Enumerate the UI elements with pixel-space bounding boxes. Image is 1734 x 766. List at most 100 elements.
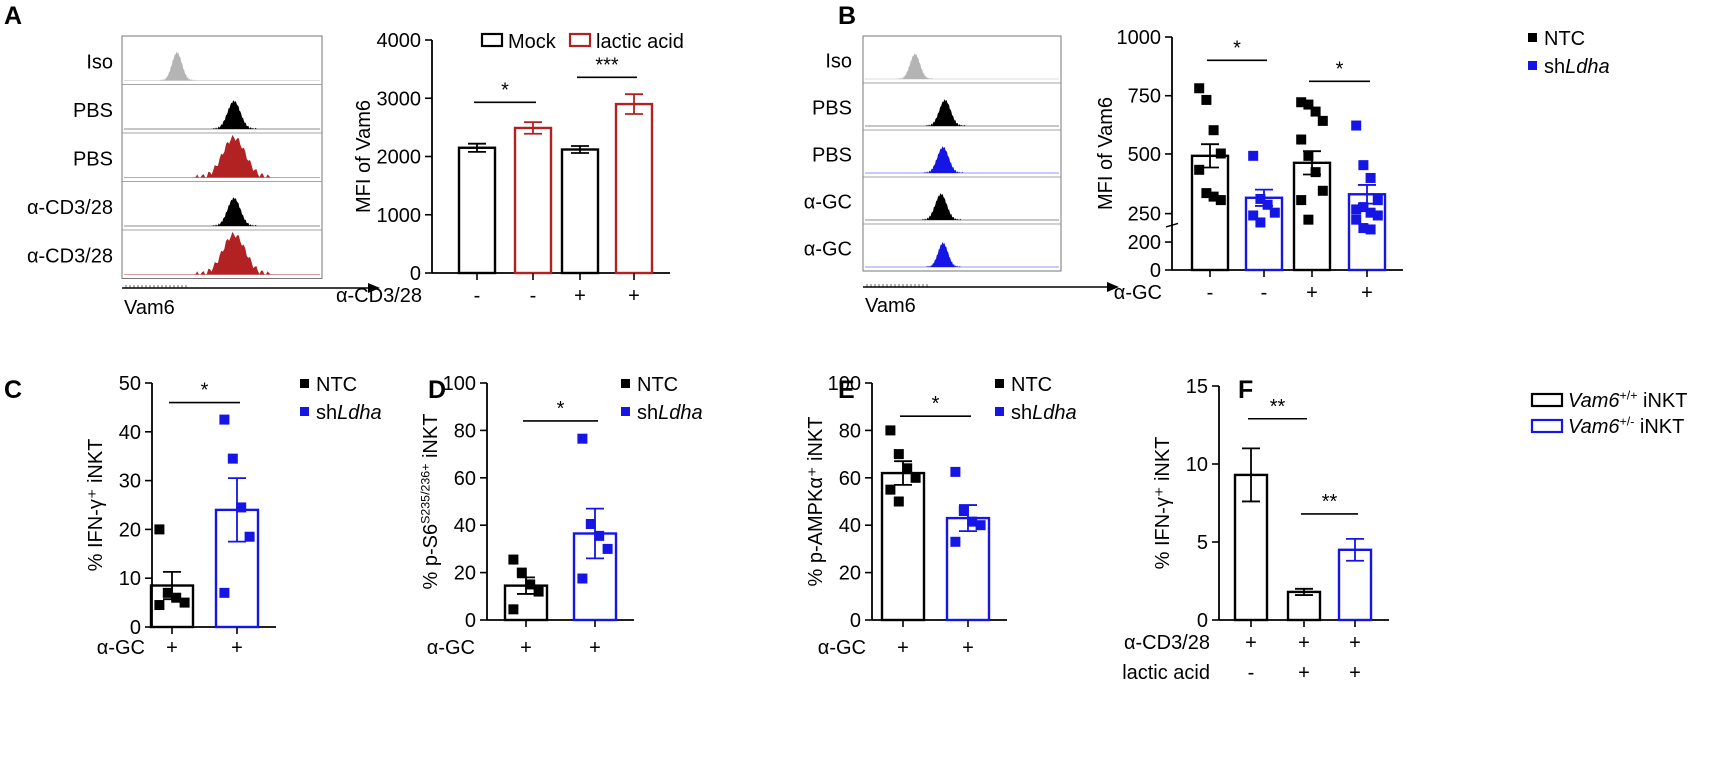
significance-label: * xyxy=(1233,37,1241,59)
panel-label-f: F xyxy=(1238,376,1253,404)
histogram-row-label: Iso xyxy=(825,51,852,73)
y-tick-label: 250 xyxy=(1128,204,1161,226)
condition-value: + xyxy=(1349,662,1361,684)
condition-value: + xyxy=(166,637,178,659)
data-point xyxy=(1194,83,1205,94)
condition-value: - xyxy=(474,285,481,307)
data-point xyxy=(577,573,588,584)
data-point xyxy=(154,524,165,535)
condition-label: α-CD3/28 xyxy=(336,285,422,307)
condition-value: + xyxy=(962,637,974,659)
data-point xyxy=(1255,193,1266,204)
y-tick-label: 60 xyxy=(839,468,861,490)
y-tick-label: 80 xyxy=(839,420,861,442)
legend-label: Mock xyxy=(508,31,557,53)
bar xyxy=(513,126,553,275)
panel-label-c: C xyxy=(4,376,22,404)
condition-value: + xyxy=(897,637,909,659)
histogram-xlabel: Vam6 xyxy=(124,297,175,319)
panel-label-e: E xyxy=(838,376,855,404)
y-tick-label: 60 xyxy=(454,468,476,490)
data-point xyxy=(885,484,896,495)
data-point xyxy=(910,472,921,483)
data-point xyxy=(1317,115,1328,126)
y-axis-label: % p-S6S235/236+ iNKT xyxy=(418,414,442,590)
data-point xyxy=(244,531,255,542)
histogram-panel-b: Iso PBS PBS α-GC α-GC Vam6 xyxy=(804,35,1119,317)
legend-label: NTC xyxy=(316,374,357,396)
condition-value: + xyxy=(520,637,532,659)
y-tick-label: 30 xyxy=(119,471,141,493)
histogram-axis-arrow xyxy=(368,283,380,293)
y-tick-label: 40 xyxy=(839,515,861,537)
data-point xyxy=(893,496,904,507)
panel-label-d: D xyxy=(428,376,446,404)
data-point xyxy=(893,449,904,460)
data-point xyxy=(1358,202,1369,213)
data-point xyxy=(1208,125,1219,136)
condition-value: + xyxy=(231,637,243,659)
data-point xyxy=(594,530,605,541)
significance-label: * xyxy=(201,380,209,402)
legend-label: lactic acid xyxy=(596,31,684,53)
panel-label-b: B xyxy=(838,2,856,30)
data-point xyxy=(236,502,247,513)
condition-value: + xyxy=(1306,282,1318,304)
panel-label-a: A xyxy=(4,2,22,30)
significance-label: *** xyxy=(595,54,619,76)
data-point xyxy=(1194,164,1205,175)
legend-swatch xyxy=(1530,392,1564,408)
y-tick-label: 500 xyxy=(1128,144,1161,166)
data-point xyxy=(508,554,519,565)
y-tick-label: 40 xyxy=(119,422,141,444)
legend-swatch xyxy=(995,407,1004,416)
data-point xyxy=(1208,191,1219,202)
data-point xyxy=(1351,204,1362,215)
data-point xyxy=(577,433,588,444)
y-tick-label: 20 xyxy=(119,519,141,541)
histogram-row-label: PBS xyxy=(812,145,852,167)
condition-label: α-GC xyxy=(427,637,475,659)
significance-label: * xyxy=(557,398,565,420)
y-tick-label: 100 xyxy=(828,373,861,395)
condition-value: + xyxy=(1245,632,1257,654)
condition-value: - xyxy=(1207,282,1214,304)
data-point xyxy=(967,516,978,527)
histogram-row-label: α-CD3/28 xyxy=(27,197,113,219)
y-tick-label: 0 xyxy=(1150,260,1161,282)
data-point xyxy=(1351,120,1362,131)
legend-swatch xyxy=(300,379,309,388)
legend-label: shLdha xyxy=(637,402,703,424)
y-tick-label: 40 xyxy=(454,515,476,537)
y-tick-label: 20 xyxy=(839,563,861,585)
data-point xyxy=(902,463,913,474)
data-point xyxy=(1365,172,1376,183)
data-point xyxy=(1215,148,1226,159)
data-point xyxy=(533,586,544,597)
y-tick-label: 0 xyxy=(410,263,421,285)
y-tick-label: 5 xyxy=(1197,532,1208,554)
bar xyxy=(1286,590,1322,622)
significance-label: ** xyxy=(1270,396,1286,418)
histogram-row-label: PBS xyxy=(812,98,852,120)
y-tick-label: 1000 xyxy=(377,205,422,227)
y-tick-label: 100 xyxy=(443,373,476,395)
condition-value: + xyxy=(574,285,586,307)
data-point xyxy=(885,425,896,436)
legend-label: shLdha xyxy=(1011,402,1077,424)
histogram-peak xyxy=(915,193,967,220)
histogram-axis-arrow xyxy=(1107,282,1119,292)
data-point xyxy=(1365,224,1376,235)
legend-label: Vam6+/- iNKT xyxy=(1568,414,1684,438)
bar xyxy=(945,516,991,622)
data-point xyxy=(1303,99,1314,110)
data-point xyxy=(1351,214,1362,225)
data-point xyxy=(1215,195,1226,206)
data-point xyxy=(1358,160,1369,171)
condition-label: α-CD3/28 xyxy=(1124,632,1210,654)
data-point xyxy=(1365,207,1376,218)
bar-chart-panel-b: 0 200 250 500 750 1000 MFI of Vam6 * * α-GC - - + + NT… xyxy=(1095,27,1610,304)
y-axis-label: % IFN-γ⁺ iNKT xyxy=(85,439,107,572)
y-tick-label: 0 xyxy=(465,610,476,632)
